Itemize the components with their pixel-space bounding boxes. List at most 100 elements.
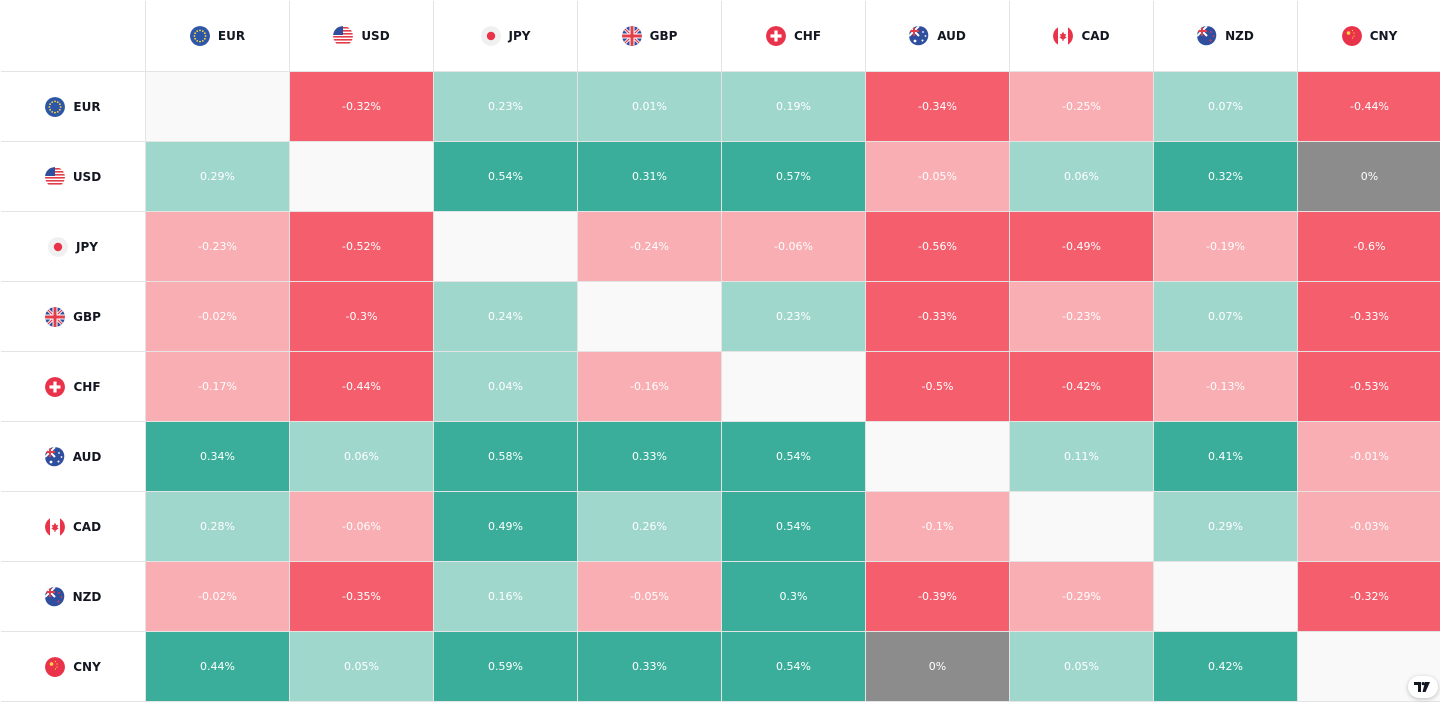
heatmap-cell-usd-nzd[interactable]: 0.32%	[1154, 142, 1297, 211]
heatmap-cell-jpy-nzd[interactable]: -0.19%	[1154, 212, 1297, 281]
heatmap-cell-eur-nzd[interactable]: 0.07%	[1154, 72, 1297, 141]
row-header-cad[interactable]: CAD	[1, 492, 145, 561]
heatmap-cell-gbp-cad[interactable]: -0.23%	[1010, 282, 1153, 351]
heatmap-cell-cny-usd[interactable]: 0.05%	[290, 632, 433, 701]
heatmap-cell-cad-cny[interactable]: -0.03%	[1298, 492, 1440, 561]
heatmap-cell-aud-jpy[interactable]: 0.58%	[434, 422, 577, 491]
heatmap-cell-chf-chf	[722, 352, 865, 421]
heatmap-cell-nzd-gbp[interactable]: -0.05%	[578, 562, 721, 631]
row-header-gbp[interactable]: GBP	[1, 282, 145, 351]
au-flag-icon	[909, 26, 929, 46]
column-header-jpy[interactable]: JPY	[434, 1, 577, 71]
heatmap-cell-nzd-eur[interactable]: -0.02%	[146, 562, 289, 631]
heatmap-cell-eur-jpy[interactable]: 0.23%	[434, 72, 577, 141]
heatmap-cell-usd-chf[interactable]: 0.57%	[722, 142, 865, 211]
heatmap-cell-chf-gbp[interactable]: -0.16%	[578, 352, 721, 421]
column-header-aud[interactable]: AUD	[866, 1, 1009, 71]
heatmap-cell-jpy-chf[interactable]: -0.06%	[722, 212, 865, 281]
row-header-cny[interactable]: CNY	[1, 632, 145, 701]
heatmap-cell-cny-chf[interactable]: 0.54%	[722, 632, 865, 701]
heatmap-cell-cny-eur[interactable]: 0.44%	[146, 632, 289, 701]
heatmap-cell-eur-chf[interactable]: 0.19%	[722, 72, 865, 141]
heatmap-cell-chf-jpy[interactable]: 0.04%	[434, 352, 577, 421]
heatmap-cell-usd-eur[interactable]: 0.29%	[146, 142, 289, 211]
heatmap-cell-usd-cny[interactable]: 0%	[1298, 142, 1440, 211]
heatmap-cell-gbp-cny[interactable]: -0.33%	[1298, 282, 1440, 351]
heatmap-cell-cny-cad[interactable]: 0.05%	[1010, 632, 1153, 701]
heatmap-cell-jpy-gbp[interactable]: -0.24%	[578, 212, 721, 281]
heatmap-cell-nzd-jpy[interactable]: 0.16%	[434, 562, 577, 631]
heatmap-cell-aud-cad[interactable]: 0.11%	[1010, 422, 1153, 491]
cell-value-label: 0.07%	[1208, 100, 1243, 113]
heatmap-cell-chf-nzd[interactable]: -0.13%	[1154, 352, 1297, 421]
heatmap-cell-jpy-eur[interactable]: -0.23%	[146, 212, 289, 281]
heatmap-cell-usd-cad[interactable]: 0.06%	[1010, 142, 1153, 211]
heatmap-cell-jpy-aud[interactable]: -0.56%	[866, 212, 1009, 281]
heatmap-cell-nzd-cad[interactable]: -0.29%	[1010, 562, 1153, 631]
heatmap-cell-gbp-jpy[interactable]: 0.24%	[434, 282, 577, 351]
heatmap-cell-jpy-cad[interactable]: -0.49%	[1010, 212, 1153, 281]
heatmap-cell-usd-aud[interactable]: -0.05%	[866, 142, 1009, 211]
heatmap-cell-gbp-usd[interactable]: -0.3%	[290, 282, 433, 351]
heatmap-cell-chf-aud[interactable]: -0.5%	[866, 352, 1009, 421]
heatmap-cell-nzd-cny[interactable]: -0.32%	[1298, 562, 1440, 631]
row-header-usd[interactable]: USD	[1, 142, 145, 211]
heatmap-cell-cad-aud[interactable]: -0.1%	[866, 492, 1009, 561]
heatmap-cell-aud-chf[interactable]: 0.54%	[722, 422, 865, 491]
cell-value-label: -0.29%	[1062, 590, 1101, 603]
row-header-eur[interactable]: EUR	[1, 72, 145, 141]
tradingview-logo-icon[interactable]	[1408, 676, 1438, 698]
heatmap-cell-chf-cad[interactable]: -0.42%	[1010, 352, 1153, 421]
heatmap-cell-aud-nzd[interactable]: 0.41%	[1154, 422, 1297, 491]
column-header-cny[interactable]: CNY	[1298, 1, 1440, 71]
heatmap-cell-cad-eur[interactable]: 0.28%	[146, 492, 289, 561]
heatmap-cell-aud-usd[interactable]: 0.06%	[290, 422, 433, 491]
heatmap-cell-eur-cad[interactable]: -0.25%	[1010, 72, 1153, 141]
heatmap-cell-aud-cny[interactable]: -0.01%	[1298, 422, 1440, 491]
heatmap-cell-eur-gbp[interactable]: 0.01%	[578, 72, 721, 141]
heatmap-cell-cny-gbp[interactable]: 0.33%	[578, 632, 721, 701]
heatmap-cell-chf-cny[interactable]: -0.53%	[1298, 352, 1440, 421]
heatmap-cell-eur-aud[interactable]: -0.34%	[866, 72, 1009, 141]
column-header-nzd[interactable]: NZD	[1154, 1, 1297, 71]
heatmap-cell-nzd-chf[interactable]: 0.3%	[722, 562, 865, 631]
heatmap-cell-aud-gbp[interactable]: 0.33%	[578, 422, 721, 491]
cell-value-label: 0.34%	[200, 450, 235, 463]
heatmap-cell-cad-nzd[interactable]: 0.29%	[1154, 492, 1297, 561]
row-header-chf[interactable]: CHF	[1, 352, 145, 421]
heatmap-cell-nzd-aud[interactable]: -0.39%	[866, 562, 1009, 631]
heatmap-cell-eur-cny[interactable]: -0.44%	[1298, 72, 1440, 141]
column-header-gbp[interactable]: GBP	[578, 1, 721, 71]
cell-value-label: 0.33%	[632, 450, 667, 463]
heatmap-cell-cad-usd[interactable]: -0.06%	[290, 492, 433, 561]
row-header-jpy[interactable]: JPY	[1, 212, 145, 281]
heatmap-cell-aud-eur[interactable]: 0.34%	[146, 422, 289, 491]
heatmap-cell-chf-usd[interactable]: -0.44%	[290, 352, 433, 421]
heatmap-cell-cad-gbp[interactable]: 0.26%	[578, 492, 721, 561]
row-header-nzd[interactable]: NZD	[1, 562, 145, 631]
column-header-cad[interactable]: CAD	[1010, 1, 1153, 71]
heatmap-cell-nzd-usd[interactable]: -0.35%	[290, 562, 433, 631]
heatmap-cell-cad-chf[interactable]: 0.54%	[722, 492, 865, 561]
column-header-eur[interactable]: EUR	[146, 1, 289, 71]
gb-flag-icon	[622, 26, 642, 46]
heatmap-cell-gbp-chf[interactable]: 0.23%	[722, 282, 865, 351]
heatmap-cell-cad-jpy[interactable]: 0.49%	[434, 492, 577, 561]
heatmap-cell-cny-aud[interactable]: 0%	[866, 632, 1009, 701]
column-header-chf[interactable]: CHF	[722, 1, 865, 71]
column-header-usd[interactable]: USD	[290, 1, 433, 71]
heatmap-cell-jpy-usd[interactable]: -0.52%	[290, 212, 433, 281]
heatmap-cell-jpy-cny[interactable]: -0.6%	[1298, 212, 1440, 281]
cell-value-label: -0.02%	[198, 590, 237, 603]
heatmap-cell-cny-nzd[interactable]: 0.42%	[1154, 632, 1297, 701]
heatmap-cell-usd-jpy[interactable]: 0.54%	[434, 142, 577, 211]
heatmap-cell-gbp-nzd[interactable]: 0.07%	[1154, 282, 1297, 351]
column-header-label: NZD	[1225, 29, 1254, 43]
row-header-aud[interactable]: AUD	[1, 422, 145, 491]
heatmap-cell-gbp-aud[interactable]: -0.33%	[866, 282, 1009, 351]
heatmap-cell-cny-jpy[interactable]: 0.59%	[434, 632, 577, 701]
heatmap-cell-eur-usd[interactable]: -0.32%	[290, 72, 433, 141]
heatmap-cell-usd-gbp[interactable]: 0.31%	[578, 142, 721, 211]
heatmap-cell-gbp-eur[interactable]: -0.02%	[146, 282, 289, 351]
heatmap-cell-chf-eur[interactable]: -0.17%	[146, 352, 289, 421]
